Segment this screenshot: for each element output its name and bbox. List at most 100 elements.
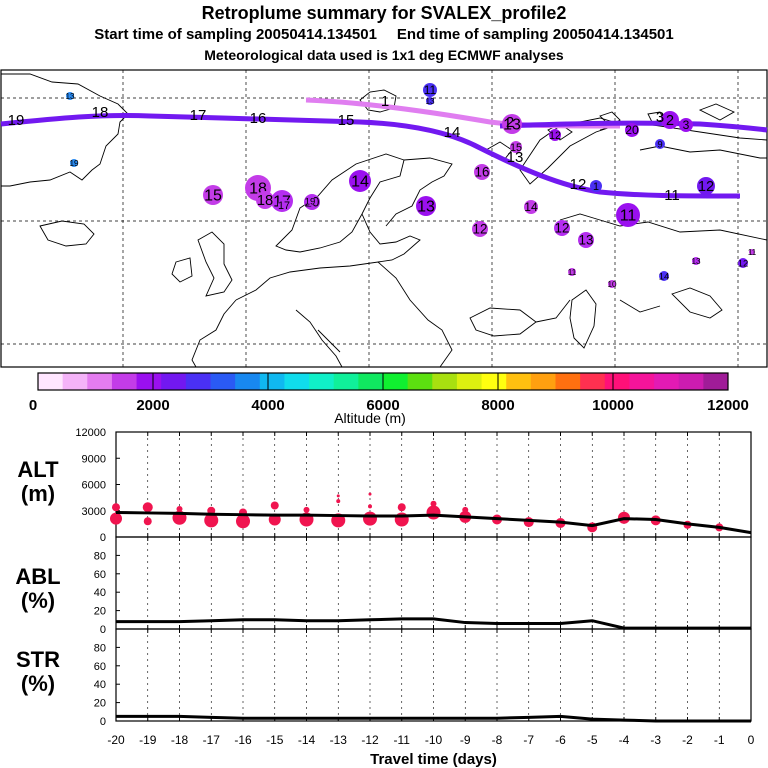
y-axis-unit: (%) (21, 671, 55, 696)
x-tick-label: -12 (361, 733, 379, 747)
cluster-label: 13 (425, 97, 435, 106)
x-tick-label: -18 (171, 733, 189, 747)
trajectory-day-label: 11 (664, 187, 680, 204)
cluster-marker (655, 139, 665, 149)
x-axis-title: Travel time (days) (370, 751, 497, 768)
start-time: Start time of sampling 20050414.134501 (94, 26, 377, 43)
y-axis-title: ABL (15, 564, 60, 589)
cluster-marker (474, 164, 490, 180)
x-tick-label: -16 (234, 733, 252, 747)
altitude-colorbar: 0 2000 4000 6000 8000 10000 12000 (29, 372, 749, 414)
cluster-marker (70, 159, 78, 167)
altitude-cluster-point (363, 511, 377, 526)
altitude-cluster-point (176, 506, 183, 512)
y-tick-label: 12000 (75, 427, 106, 439)
cluster-marker (423, 83, 437, 97)
colorbar-cell (530, 373, 556, 390)
colorbar-cell (161, 373, 187, 390)
str-fraction-line (116, 714, 751, 723)
cluster-marker (692, 257, 700, 265)
alt-panel: 12000 9000 6000 3000 0 ALT(m) (17, 427, 752, 544)
cluster-marker (608, 280, 616, 288)
colorbar-tick-label: 4000 (251, 397, 284, 414)
altitude-cluster-point (270, 501, 279, 510)
cluster-label: 20 (625, 123, 639, 137)
cluster-label: 11 (748, 248, 757, 257)
altitude-cluster-point (112, 503, 120, 512)
altitude-cluster-point (523, 517, 534, 528)
x-tick-label: -13 (330, 733, 348, 747)
cluster-marker (278, 199, 290, 211)
x-tick-label: -5 (587, 733, 598, 747)
cluster-label: 3 (683, 118, 690, 132)
altitude-cluster-point (142, 502, 153, 513)
x-tick-label: -20 (107, 733, 125, 747)
cluster-marker (749, 249, 755, 255)
y-axis-unit: (%) (21, 588, 55, 613)
cluster-label: 13 (691, 257, 701, 266)
met-data-note: Meteorological data used is 1x1 deg ECMW… (204, 47, 564, 63)
cluster-marker (568, 268, 576, 276)
cluster-label: 13 (579, 233, 594, 248)
trajectory-day-label: 13 (507, 149, 524, 166)
cluster-markers: 1319151817201817191413111216151314121312… (65, 83, 757, 289)
colorbar-label: Altitude (m) (334, 410, 406, 426)
cluster-marker (625, 123, 639, 137)
y-tick-label: 3000 (82, 506, 106, 518)
colorbar-cell (506, 373, 532, 390)
x-tick-label: -4 (619, 733, 630, 747)
cluster-marker (661, 111, 679, 129)
colorbar-cell (358, 373, 384, 390)
cluster-marker (349, 170, 371, 192)
cluster-marker (697, 177, 715, 195)
sampling-times: Start time of sampling 20050414.134501 En… (0, 26, 768, 43)
cluster-marker (256, 191, 274, 209)
cluster-label: 13 (503, 117, 521, 134)
y-axis-title: ALT (17, 457, 59, 482)
x-tick-label: -7 (523, 733, 534, 747)
cluster-label: 15 (510, 142, 522, 154)
altitude-cluster-point (397, 503, 406, 512)
x-tick-label: -8 (492, 733, 503, 747)
colorbar-cell (62, 373, 88, 390)
cluster-label: 18 (257, 193, 273, 209)
colorbar-cell (629, 373, 655, 390)
cluster-label: 9 (657, 139, 662, 150)
y-tick-label: 9000 (82, 453, 106, 465)
x-tick-label: -1 (714, 733, 725, 747)
cluster-label: 14 (659, 271, 670, 282)
x-tick-label: -14 (298, 733, 316, 747)
cluster-label: 13 (417, 199, 435, 216)
altitude-cluster-point (462, 506, 469, 513)
y-tick-label: 20 (94, 698, 106, 710)
cluster-label: 16 (475, 165, 490, 180)
cluster-label: 11 (568, 268, 577, 277)
altitude-cluster-point (204, 513, 219, 528)
cluster-marker (472, 221, 488, 237)
trajectory-day-label: 2 (506, 114, 514, 131)
cluster-marker (524, 200, 538, 214)
cluster-label: 14 (351, 174, 369, 191)
colorbar-cell (333, 373, 359, 390)
colorbar-tick-label: 0 (29, 397, 37, 414)
cluster-marker (305, 196, 315, 206)
cluster-label: 13 (65, 92, 75, 101)
altitude-cluster-point (110, 512, 122, 525)
cluster-marker (416, 196, 436, 216)
y-tick-label: 0 (100, 624, 106, 636)
colorbar-cell (456, 373, 483, 390)
x-tick-label: 0 (748, 733, 755, 747)
map-graticule (1, 70, 767, 367)
colorbar-cell (38, 373, 64, 390)
colorbar-cell (654, 373, 680, 390)
abl-panel: 80 60 40 20 0 ABL(%) (15, 536, 752, 636)
colorbar-cell (407, 373, 433, 390)
cluster-marker (554, 220, 570, 236)
altitude-mean-line (115, 511, 752, 535)
x-tick-label: -3 (650, 733, 661, 747)
cluster-marker (549, 129, 561, 141)
trajectory-day-label: 1 (381, 93, 389, 110)
y-tick-label: 40 (94, 587, 106, 599)
